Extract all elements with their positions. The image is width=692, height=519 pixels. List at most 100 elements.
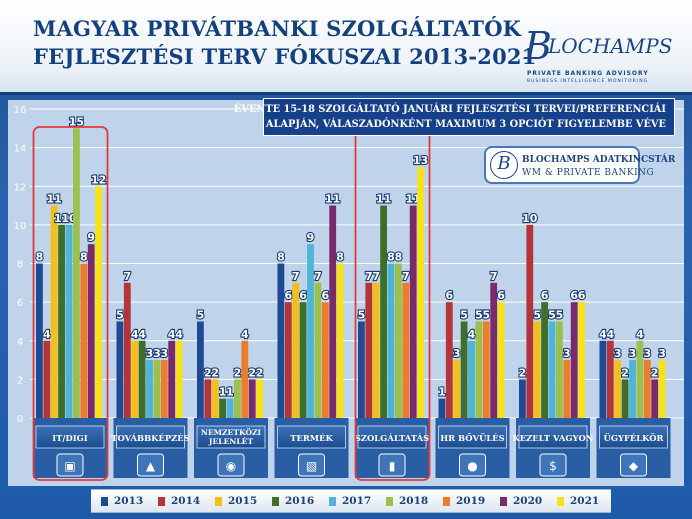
data-label: 4: [468, 328, 476, 341]
category-label: JELENLÉT: [208, 437, 254, 446]
source-badge-line1: BLOCHAMPS ADATKINCSTÁR: [522, 155, 676, 165]
bar-2020: [651, 379, 659, 418]
bar-2016: [299, 302, 307, 418]
legend-item-2020: 2020: [500, 494, 542, 508]
bar-2019: [402, 282, 410, 418]
y-tick-label: 0: [17, 414, 23, 425]
legend-label: 2016: [285, 495, 315, 507]
data-label: 4: [241, 328, 249, 341]
bar-2013: [197, 321, 204, 418]
category-label-plate: [357, 425, 427, 449]
phone-chart-icon-glyph: ▣: [64, 459, 75, 473]
data-label: 5: [556, 308, 564, 321]
legend-label: 2021: [570, 495, 600, 507]
data-label: 2: [621, 366, 629, 379]
data-label: 8: [36, 251, 44, 264]
legend-label: 2019: [456, 495, 486, 507]
data-label: 5: [197, 308, 205, 321]
data-label: 3: [629, 347, 637, 360]
category-label: IT/DIGI: [52, 433, 88, 443]
data-label: 6: [578, 289, 586, 302]
data-label: 3: [453, 347, 461, 360]
data-label: 6: [570, 289, 578, 302]
category-label: SZOLGÁLTATÁS: [355, 432, 429, 443]
bar-2019: [160, 360, 168, 418]
legend-swatch: [443, 496, 450, 506]
bar-2016: [138, 340, 146, 418]
data-label: 7: [292, 270, 300, 283]
bar-2018: [153, 360, 161, 418]
data-label: 6: [284, 289, 292, 302]
category-label: TERMÉK: [290, 432, 333, 443]
legend-label: 2017: [342, 495, 372, 507]
y-tick-label: 6: [17, 298, 23, 309]
data-label: 8: [277, 251, 285, 264]
subtitle-line1: ÉVENTE 15-18 SZOLGÁLTATÓ JANUÁRI FEJLESZ…: [233, 104, 666, 115]
users-icon-glyph: ◆: [629, 459, 639, 473]
chart-legend: 2013 2014 2015 2016 2017 2018 2019 2020 2021: [91, 489, 611, 513]
page-title-line2: FEJLESZTÉSI TERV FÓKUSZAI 2013-2021: [33, 44, 537, 69]
y-tick-label: 14: [14, 144, 27, 155]
data-label: 8: [387, 251, 395, 264]
bar-2016: [621, 379, 629, 418]
data-label: 4: [599, 328, 607, 341]
y-tick-label: 4: [17, 337, 23, 348]
data-label: 5: [533, 308, 541, 321]
bar-2013: [358, 321, 365, 418]
category-label: HR BŐVÜLÉS: [440, 431, 504, 443]
users-icon: [620, 453, 647, 477]
data-label: 5: [548, 308, 556, 321]
bar-2021: [175, 340, 183, 418]
data-label: 7: [123, 270, 131, 283]
bar-2018: [636, 340, 644, 418]
money-bag-icon-glyph: $: [549, 459, 557, 473]
data-label: 8: [395, 251, 403, 264]
bar-2015: [211, 379, 219, 418]
category-label: ÜGYFÉLKÖR: [604, 431, 665, 443]
bar-2014: [123, 282, 131, 418]
bar-2019: [643, 360, 651, 418]
data-label: 7: [490, 270, 498, 283]
bar-2014: [284, 302, 292, 418]
data-label: 1: [438, 386, 446, 399]
y-tick-label: 16: [14, 105, 27, 116]
people-group-icon: [459, 453, 486, 477]
category-label-plate: [518, 425, 588, 449]
data-label: 15: [69, 115, 84, 128]
bar-2015: [614, 360, 622, 418]
bar-2020: [87, 244, 95, 418]
graduation-cap-icon-glyph: ▲: [146, 459, 156, 473]
data-label: 5: [460, 308, 468, 321]
data-label: 2: [248, 366, 256, 379]
legend-item-2019: 2019: [443, 494, 485, 508]
category-label-plate: [35, 425, 105, 449]
brand-logo: BLOCHAMPS: [524, 18, 672, 68]
data-label: 6: [321, 289, 329, 302]
legend-label: 2014: [171, 495, 201, 507]
category-label: NEMZETKÖZI: [201, 428, 262, 437]
logo-tagline-1: PRIVATE BANKING ADVISORY: [527, 70, 649, 77]
bar-2014: [445, 302, 453, 418]
data-label: 3: [146, 347, 154, 360]
data-label: 9: [307, 231, 315, 244]
bar-2019: [563, 360, 571, 418]
bar-2018: [556, 321, 563, 418]
data-label: 6: [299, 289, 307, 302]
legend-item-2021: 2021: [557, 494, 599, 508]
legend-item-2013: 2013: [101, 494, 143, 508]
category-label-plate: [438, 425, 507, 449]
legend-swatch: [386, 496, 393, 506]
data-label: 3: [643, 347, 651, 360]
money-bag-icon: [539, 453, 567, 477]
data-label: 2: [211, 366, 219, 379]
category-label-plate: [599, 425, 668, 449]
legend-label: 2015: [228, 495, 258, 507]
bar-2016: [58, 224, 65, 418]
bar-2019: [241, 340, 249, 418]
legend-label: 2013: [114, 495, 144, 507]
bar-2018: [314, 282, 322, 418]
bar-2013: [277, 263, 285, 418]
y-tick-label: 10: [14, 221, 27, 232]
data-label: 10: [522, 212, 538, 225]
